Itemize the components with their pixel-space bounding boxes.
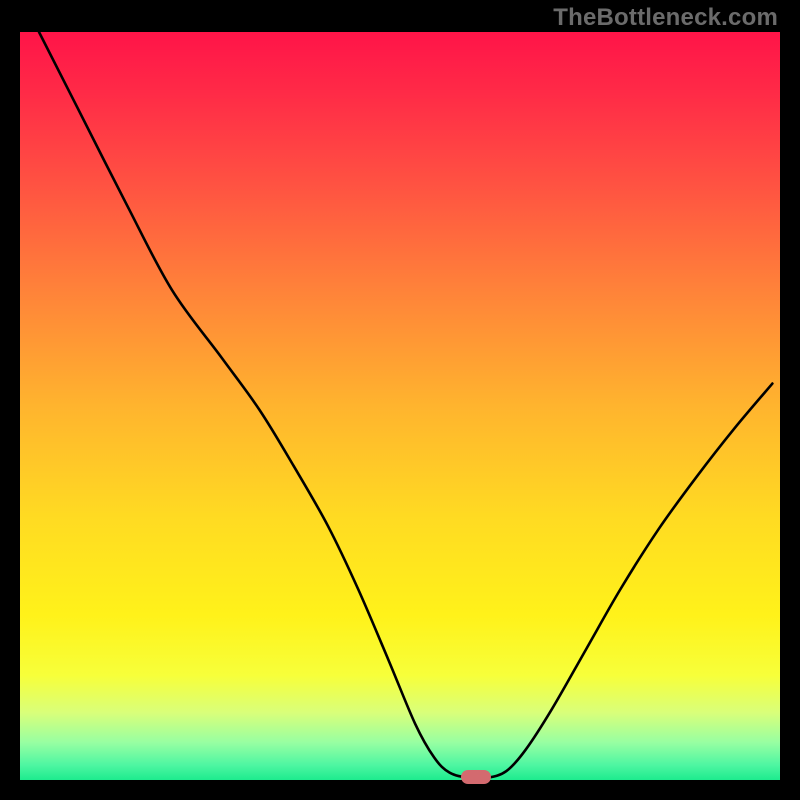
bottleneck-curve xyxy=(20,32,780,780)
optimal-marker xyxy=(461,770,491,784)
attribution-text: TheBottleneck.com xyxy=(553,4,778,32)
plot-area xyxy=(20,32,780,780)
bottleneck-chart: TheBottleneck.com xyxy=(0,0,800,800)
